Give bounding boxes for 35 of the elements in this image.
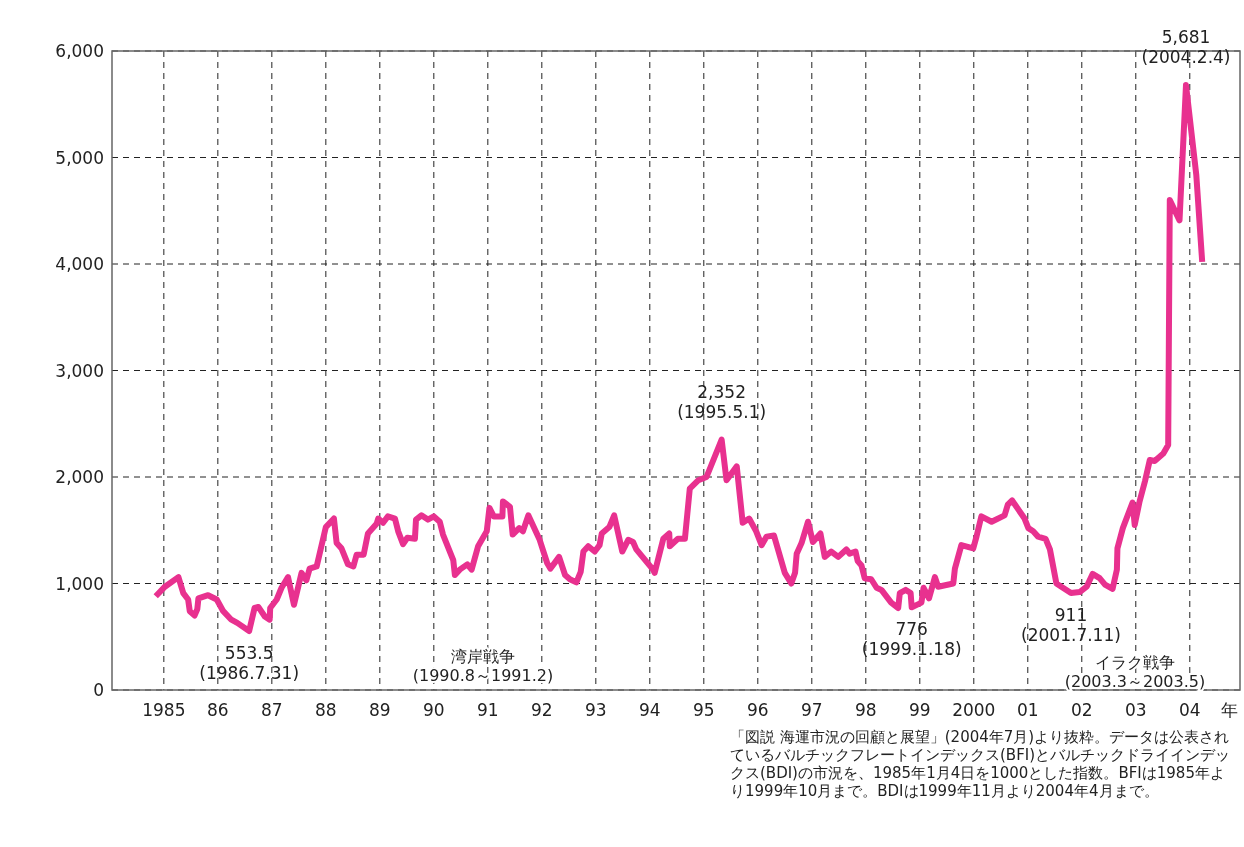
x-tick-label: 93 bbox=[584, 700, 607, 720]
text: 「図説 海運市況の回顧と展望」(2004年7月)より抜粋。データは公表されているバルチックフレートインデックス(BFI)とバルチックドライインデックス(BDI)の市況を、1985年1月4日を1000とした指数。BFIは1985年より1999年10月まで。BDIは1999年11月より2004年4月まで。 bbox=[730, 728, 1231, 800]
x-tick-label: 92 bbox=[531, 700, 553, 720]
x-tick-label: 1985 bbox=[142, 700, 186, 720]
y-tick-label: 4,000 bbox=[55, 254, 104, 274]
annotation: 776 (1999.1.18) bbox=[861, 619, 962, 660]
x-tick-label: 95 bbox=[692, 700, 715, 720]
y-tick-label: 1,000 bbox=[55, 573, 104, 594]
annotation: 553.5 (1986.7.31) bbox=[199, 643, 300, 684]
x-tick-label: 91 bbox=[477, 700, 499, 720]
y-tick-label: 5,000 bbox=[55, 147, 104, 168]
x-axis-title: 年 bbox=[1221, 700, 1238, 720]
y-tick-label: 6,000 bbox=[55, 41, 104, 61]
y-tick-label: 2,000 bbox=[55, 467, 104, 487]
x-tick-label: 02 bbox=[1070, 700, 1093, 720]
x-tick-label: 96 bbox=[746, 700, 769, 720]
y-tick-label: 3,000 bbox=[55, 360, 104, 381]
y-tick-label: 0 bbox=[93, 680, 104, 700]
x-tick-label: 97 bbox=[800, 700, 823, 720]
x-tick-label: 03 bbox=[1124, 700, 1147, 720]
x-tick-label: 98 bbox=[854, 700, 877, 720]
x-tick-label: 94 bbox=[638, 700, 661, 720]
annotation: 5,681 (2004.2.4) bbox=[1141, 26, 1231, 67]
annotation: 2,352 (1995.5.1) bbox=[677, 381, 767, 422]
x-tick-label: 01 bbox=[1016, 700, 1039, 720]
x-tick-label: 2000 bbox=[952, 700, 996, 720]
x-tick-label: 87 bbox=[261, 700, 283, 720]
annotation: 湾岸戦争 (1990.8～1991.2) bbox=[412, 647, 554, 685]
x-tick-label: 90 bbox=[423, 700, 445, 720]
annotation: 911 (2001.7.11) bbox=[1021, 604, 1121, 645]
x-tick-label: 89 bbox=[369, 700, 391, 720]
x-tick-label: 88 bbox=[315, 700, 337, 720]
x-tick-label: 99 bbox=[908, 700, 931, 720]
x-tick-label: 04 bbox=[1178, 700, 1201, 720]
x-tick-label: 86 bbox=[207, 700, 229, 720]
